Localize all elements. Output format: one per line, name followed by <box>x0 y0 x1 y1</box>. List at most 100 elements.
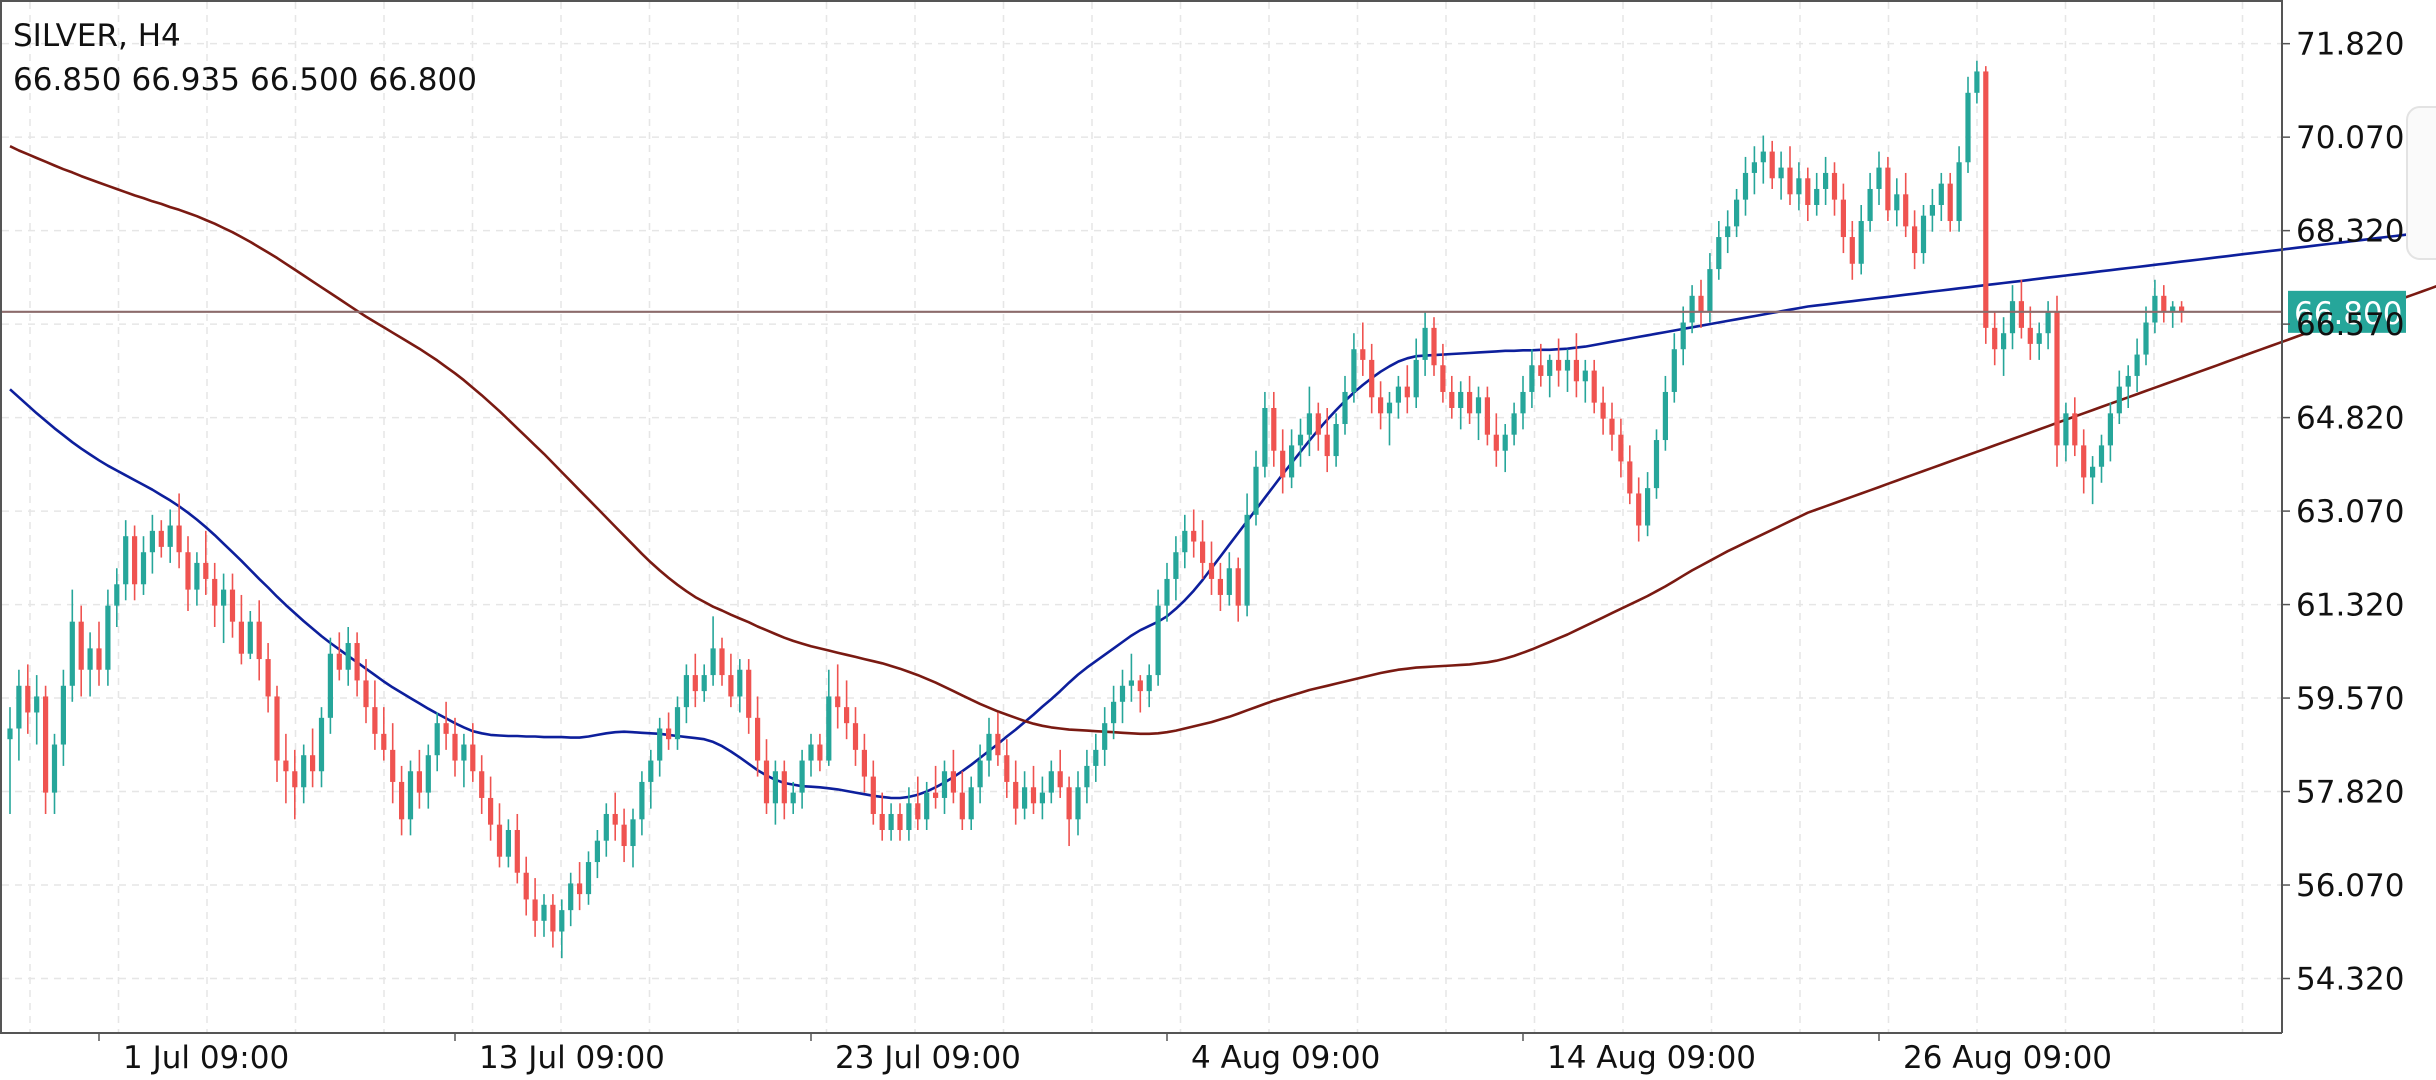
candle-body <box>194 562 200 590</box>
candle <box>781 760 787 820</box>
current-price-tag-bg <box>2288 290 2406 333</box>
candle-body <box>1173 552 1179 579</box>
candle <box>1947 172 1953 232</box>
candle <box>995 712 1001 766</box>
candle <box>2036 322 2042 360</box>
candle <box>1342 375 1348 435</box>
side-panel-handle[interactable] <box>2406 106 2436 260</box>
candle <box>1849 221 1855 280</box>
candle <box>1475 386 1482 441</box>
candle <box>212 562 218 628</box>
candle-body <box>852 723 859 750</box>
candle <box>666 712 672 750</box>
candle <box>2081 429 2087 494</box>
candle-body <box>648 760 654 782</box>
candle <box>69 589 75 702</box>
candle-body <box>2027 327 2033 344</box>
candle-body <box>1903 194 1909 227</box>
candle-body <box>603 813 609 841</box>
candle-body <box>2179 306 2185 312</box>
candle <box>1386 391 1393 446</box>
candle <box>701 664 707 702</box>
candle-body <box>995 733 1001 756</box>
candle-body <box>51 744 58 793</box>
candle <box>879 792 885 841</box>
candle <box>185 536 191 611</box>
candle-body <box>247 621 253 654</box>
candle-body <box>808 744 814 761</box>
candle-body <box>158 530 164 547</box>
x-tick-label: 14 Aug 09:00 <box>1547 1040 1756 1076</box>
candle-body <box>1022 787 1028 809</box>
candle-body <box>274 696 280 761</box>
candle <box>1039 776 1045 820</box>
candle <box>479 755 485 814</box>
candle <box>310 728 316 788</box>
candle <box>1493 413 1499 467</box>
candle-body <box>381 733 387 750</box>
candle-body <box>1013 781 1019 809</box>
candle-body <box>1306 413 1312 435</box>
candle <box>1538 343 1544 387</box>
candle-body <box>1716 237 1722 270</box>
candle <box>1182 514 1188 569</box>
candle-body <box>906 803 912 831</box>
candle-body <box>772 771 778 804</box>
candle <box>683 664 689 724</box>
candle-body <box>132 536 138 585</box>
candle <box>292 749 298 820</box>
candle-body <box>674 707 681 740</box>
candle <box>265 643 271 713</box>
candle <box>1609 402 1615 451</box>
candle-body <box>1591 370 1597 403</box>
candle <box>505 819 511 868</box>
candle <box>568 872 574 927</box>
candle-body <box>1191 530 1197 542</box>
candle-body <box>1920 215 1927 254</box>
candle-body <box>1413 359 1419 398</box>
candle <box>167 509 173 563</box>
candle <box>238 594 244 665</box>
candle <box>1297 418 1304 467</box>
candle <box>488 776 494 841</box>
candle <box>1556 338 1562 387</box>
candle <box>1511 402 1517 446</box>
candle <box>1013 760 1019 825</box>
candle-body <box>34 696 40 713</box>
candle <box>1876 151 1882 205</box>
candle-body <box>123 536 129 585</box>
current-price-line: 66.800 <box>2 290 2406 333</box>
candle-body <box>1369 359 1375 398</box>
candle-body <box>7 728 13 740</box>
candle <box>2143 306 2149 366</box>
candle <box>603 803 609 857</box>
candle-body <box>870 776 876 814</box>
candle <box>1885 156 1891 222</box>
candle-body <box>1564 359 1571 371</box>
candle-body <box>1235 568 1241 606</box>
candle-body <box>265 659 271 697</box>
candle <box>2009 285 2016 350</box>
candle <box>852 707 859 766</box>
candle-body <box>1280 450 1286 478</box>
candle-body <box>1965 92 1971 163</box>
candle-body <box>1662 391 1668 441</box>
candle <box>1146 664 1152 708</box>
candle-body <box>2107 413 2113 446</box>
candle <box>1582 359 1588 403</box>
candle <box>1547 354 1553 398</box>
candle-body <box>229 589 236 622</box>
candle-body <box>1271 407 1277 451</box>
candle <box>1057 749 1063 798</box>
candle <box>1289 429 1295 489</box>
candle-body <box>354 643 360 681</box>
candle-body <box>1422 327 1428 360</box>
candle <box>1627 445 1633 505</box>
candle <box>1698 279 1704 328</box>
candle-body <box>763 760 770 804</box>
candle <box>1137 675 1143 713</box>
candle <box>1600 386 1606 435</box>
candle-body <box>523 872 529 900</box>
